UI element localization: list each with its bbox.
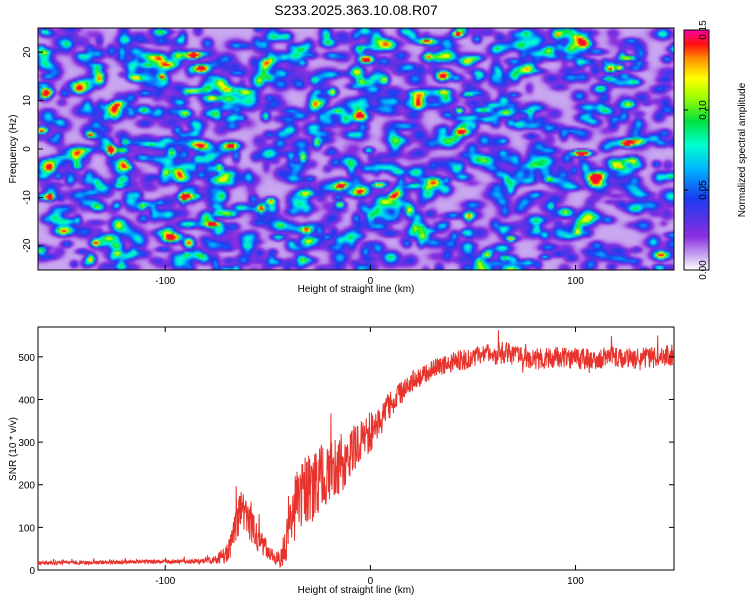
spectrogram-y-tick-label: 20 — [22, 46, 33, 58]
colorbar: 0.00 0.05 0.10 0.15 Normalized spectral amp… — [683, 20, 748, 280]
colorbar-ticks: 0.00 0.05 0.10 0.15 — [684, 20, 709, 280]
colorbar-tick-label: 0.00 — [698, 260, 709, 280]
colorbar-tick-label: 0.15 — [698, 20, 709, 40]
snr-y-label: SNR (10 * v/v) — [8, 417, 19, 481]
spectrogram-y-ticks: -20 -10 0 10 20 — [22, 46, 43, 253]
snr-y-tick-label: 0 — [29, 566, 35, 577]
spectrogram-heatmap — [38, 28, 674, 270]
colorbar-gradient — [683, 29, 710, 271]
spectrogram-x-label: Height of straight line (km) — [298, 284, 415, 295]
spectrogram-y-tick-label: 0 — [22, 146, 33, 152]
colorbar-label: Normalized spectral amplitude — [737, 82, 748, 217]
snr-x-ticks: -100 0 100 — [155, 327, 584, 587]
spectrogram-x-tick-label: 0 — [368, 276, 374, 287]
snr-series-line — [38, 330, 674, 569]
snr-x-tick-label: -100 — [155, 576, 175, 587]
snr-x-tick-label: 0 — [368, 576, 374, 587]
spectrogram-y-tick-label: 10 — [22, 95, 33, 107]
snr-y-tick-label: 200 — [18, 481, 35, 492]
spectrogram-x-tick-label: -100 — [155, 276, 175, 287]
snr-y-ticks: 0 100 200 300 400 500 — [18, 353, 674, 577]
snr-x-label: Height of straight line (km) — [298, 585, 415, 596]
snr-y-tick-label: 500 — [18, 353, 35, 364]
snr-y-tick-label: 400 — [18, 395, 35, 406]
colorbar-tick-label: 0.05 — [698, 180, 709, 200]
spectrogram-x-tick-label: 100 — [567, 276, 584, 287]
spectrogram-y-label: Frequency (Hz) — [8, 115, 19, 184]
snr-y-tick-label: 300 — [18, 438, 35, 449]
spectrogram-x-ticks: -100 0 100 — [155, 265, 584, 287]
snr-x-tick-label: 100 — [567, 576, 584, 587]
snr-panel: -100 0 100 0 100 200 300 400 500 Height of stra… — [8, 326, 675, 596]
chart-title: S233.2025.363.10.08.R07 — [274, 2, 438, 18]
colorbar-tick-label: 0.10 — [698, 100, 709, 120]
spectrogram-y-tick-label: -20 — [22, 238, 33, 253]
snr-y-tick-label: 100 — [18, 523, 35, 534]
spectrogram-y-tick-label: -10 — [22, 190, 33, 205]
